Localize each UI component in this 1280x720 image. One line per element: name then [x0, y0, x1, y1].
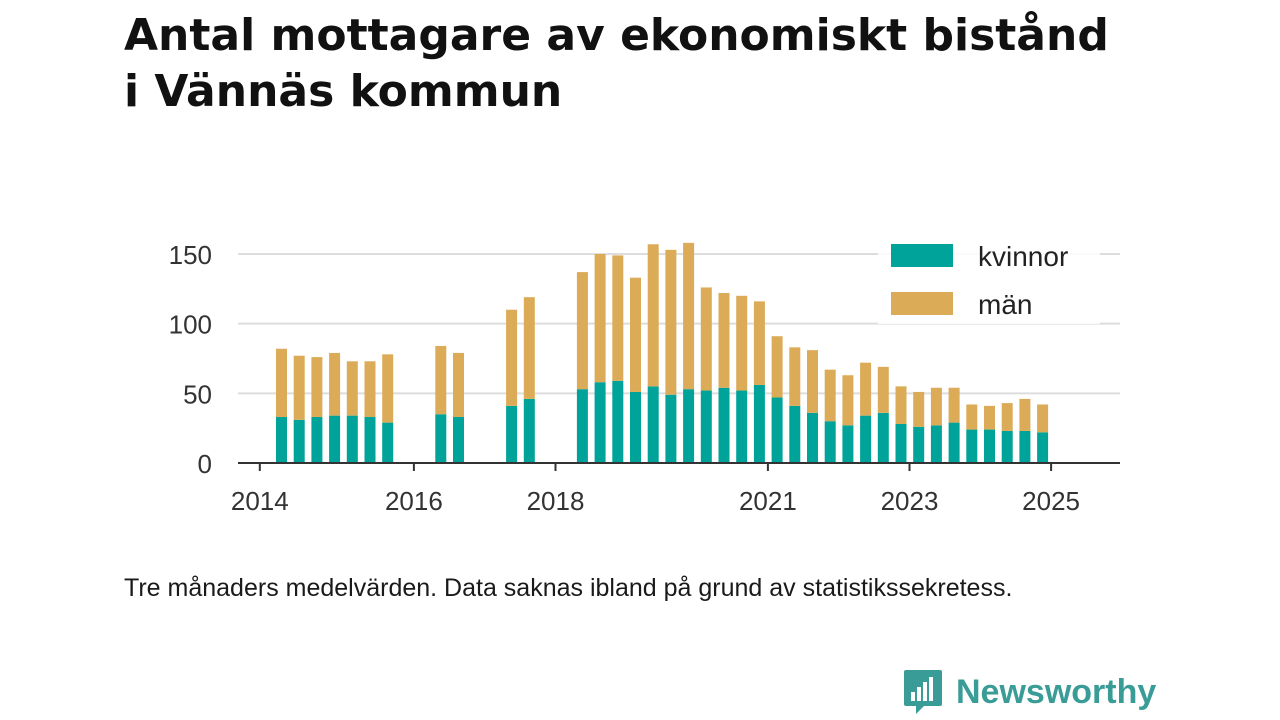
- bar-kvinnor: [506, 405, 518, 463]
- bar-kvinnor: [860, 415, 872, 463]
- bar-man: [789, 347, 801, 406]
- bar-man: [842, 375, 854, 426]
- bar-kvinnor: [930, 425, 942, 463]
- bar-man: [364, 361, 376, 418]
- bar-kvinnor: [523, 398, 535, 463]
- y-tick-label: 100: [169, 310, 212, 340]
- bar-kvinnor: [364, 417, 376, 463]
- bar-kvinnor: [1019, 430, 1031, 463]
- chart-title-line-2: i Vännäs kommun: [124, 66, 563, 117]
- legend: kvinnor män: [878, 232, 1100, 324]
- bar-man: [630, 277, 641, 392]
- bar-man: [1037, 404, 1049, 433]
- bar-man: [895, 386, 907, 424]
- x-tick-label: 2023: [881, 486, 939, 516]
- bar-man: [1019, 398, 1031, 431]
- y-tick-label: 0: [198, 449, 212, 479]
- legend-swatch-kvinnor: [891, 244, 953, 267]
- bar-man: [612, 255, 624, 381]
- bar-man: [506, 309, 518, 406]
- bar-kvinnor: [789, 405, 801, 463]
- bar-kvinnor: [453, 417, 464, 463]
- x-tick-label: 2021: [739, 486, 797, 516]
- bar-man: [329, 352, 341, 416]
- bar-man: [594, 254, 606, 383]
- bar-man: [647, 244, 659, 387]
- bar-kvinnor: [718, 387, 730, 463]
- bar-man: [453, 352, 464, 418]
- brand-logo: Newsworthy: [902, 668, 1156, 716]
- chart-title: Antal mottagare av ekonomiskt bistånd i …: [124, 8, 1204, 120]
- legend-label-man: män: [978, 289, 1032, 320]
- bar-kvinnor: [630, 391, 641, 463]
- y-tick-label: 50: [183, 379, 212, 409]
- bar-kvinnor: [984, 429, 995, 463]
- bar-kvinnor: [276, 417, 287, 463]
- bar-man: [1001, 403, 1013, 431]
- bar-man: [683, 242, 695, 390]
- bar-man: [718, 293, 730, 388]
- x-tick-label: 2018: [527, 486, 585, 516]
- bar-kvinnor: [683, 389, 695, 463]
- bar-kvinnor: [1001, 430, 1013, 463]
- bar-man: [293, 355, 305, 420]
- bar-kvinnor: [913, 426, 925, 463]
- bar-man: [753, 301, 765, 385]
- chart-title-line-1: Antal mottagare av ekonomiskt bistånd: [124, 10, 1109, 61]
- bar-man: [576, 272, 588, 390]
- bar-kvinnor: [311, 417, 323, 463]
- bar-kvinnor: [329, 415, 341, 463]
- bar-kvinnor: [382, 422, 394, 463]
- x-tick-label: 2014: [231, 486, 289, 516]
- bar-kvinnor: [647, 386, 659, 463]
- bar-kvinnor: [435, 414, 447, 463]
- bar-kvinnor: [612, 380, 624, 463]
- bar-kvinnor: [877, 412, 889, 463]
- bar-kvinnor: [594, 382, 606, 463]
- bar-man: [435, 345, 447, 415]
- bar-man: [824, 369, 836, 422]
- bar-kvinnor: [293, 419, 305, 463]
- bar-man: [311, 357, 323, 418]
- bar-man: [948, 387, 960, 423]
- bar-man: [382, 354, 394, 423]
- bar-kvinnor: [346, 415, 358, 463]
- bar-man: [913, 391, 925, 427]
- bar-kvinnor: [948, 422, 960, 463]
- bar-man: [966, 404, 978, 430]
- legend-label-kvinnor: kvinnor: [978, 241, 1068, 272]
- bar-man: [346, 361, 358, 416]
- stacked-bar-chart: 0 50 100 150 2014 2016 2018 2021 2023 2025 kvinnor…: [168, 232, 1120, 516]
- bar-man: [276, 348, 287, 418]
- x-tick-label: 2025: [1022, 486, 1080, 516]
- bar-man: [807, 350, 818, 413]
- bar-kvinnor: [700, 390, 712, 463]
- bar-man: [877, 366, 889, 413]
- bar-kvinnor: [771, 397, 783, 463]
- bar-man: [736, 295, 748, 391]
- y-tick-label: 150: [169, 240, 212, 270]
- bar-man: [665, 249, 677, 395]
- brand-name: Newsworthy: [956, 672, 1157, 711]
- bar-kvinnor: [824, 421, 836, 463]
- bar-kvinnor: [665, 394, 677, 463]
- bar-kvinnor: [842, 425, 854, 463]
- x-tick-label: 2016: [385, 486, 443, 516]
- bar-kvinnor: [895, 423, 907, 463]
- bar-man: [700, 287, 712, 391]
- bar-chart-icon: [904, 670, 942, 714]
- legend-swatch-man: [891, 292, 953, 315]
- chart-caption: Tre månaders medelvärden. Data saknas ib…: [124, 574, 1013, 602]
- bar-kvinnor: [807, 412, 818, 463]
- bar-kvinnor: [576, 389, 588, 463]
- bar-man: [860, 362, 872, 416]
- bar-kvinnor: [753, 384, 765, 463]
- bar-man: [984, 405, 995, 430]
- bar-kvinnor: [736, 390, 748, 463]
- bar-kvinnor: [966, 429, 978, 463]
- bar-man: [930, 387, 942, 426]
- bar-kvinnor: [1037, 432, 1049, 463]
- bar-man: [771, 336, 783, 398]
- bar-man: [523, 297, 535, 399]
